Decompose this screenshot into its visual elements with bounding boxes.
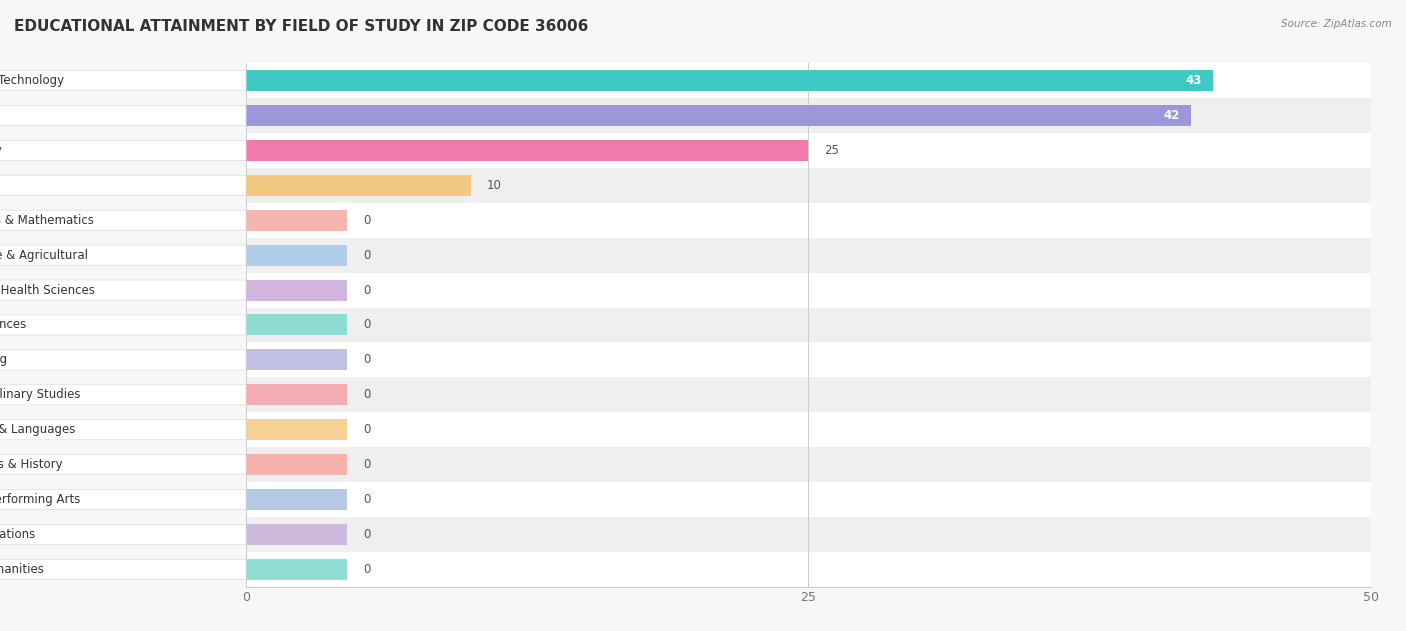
- Text: 10: 10: [486, 179, 502, 192]
- Bar: [246, 238, 1371, 273]
- Bar: [246, 377, 1371, 412]
- Bar: [246, 133, 1371, 168]
- Bar: [246, 168, 1371, 203]
- Bar: [246, 517, 1371, 552]
- Text: Psychology: Psychology: [0, 144, 3, 157]
- Bar: [246, 384, 347, 405]
- Text: 42: 42: [1163, 109, 1180, 122]
- Text: Computers & Mathematics: Computers & Mathematics: [0, 214, 94, 227]
- FancyBboxPatch shape: [0, 315, 246, 335]
- FancyBboxPatch shape: [0, 559, 246, 579]
- Text: Science & Technology: Science & Technology: [0, 74, 65, 87]
- Bar: [246, 307, 1371, 343]
- Bar: [246, 105, 1191, 126]
- Bar: [246, 524, 347, 545]
- Text: 0: 0: [363, 214, 370, 227]
- Bar: [246, 419, 347, 440]
- Text: Arts & Humanities: Arts & Humanities: [0, 563, 45, 576]
- Bar: [246, 63, 1371, 98]
- FancyBboxPatch shape: [0, 105, 246, 126]
- Text: Source: ZipAtlas.com: Source: ZipAtlas.com: [1281, 19, 1392, 29]
- FancyBboxPatch shape: [0, 280, 246, 300]
- Bar: [246, 559, 347, 580]
- Bar: [246, 489, 347, 510]
- Text: 0: 0: [363, 388, 370, 401]
- FancyBboxPatch shape: [0, 490, 246, 510]
- Bar: [246, 412, 1371, 447]
- Text: Physical & Health Sciences: Physical & Health Sciences: [0, 283, 96, 297]
- Bar: [246, 98, 1371, 133]
- Bar: [246, 343, 1371, 377]
- Text: 25: 25: [824, 144, 839, 157]
- Text: 0: 0: [363, 319, 370, 331]
- FancyBboxPatch shape: [0, 454, 246, 475]
- Bar: [246, 273, 1371, 307]
- Text: 0: 0: [363, 458, 370, 471]
- FancyBboxPatch shape: [0, 245, 246, 265]
- Text: Multidisciplinary Studies: Multidisciplinary Studies: [0, 388, 82, 401]
- Text: Visual & Performing Arts: Visual & Performing Arts: [0, 493, 80, 506]
- FancyBboxPatch shape: [0, 385, 246, 405]
- Bar: [246, 245, 347, 266]
- Text: 0: 0: [363, 563, 370, 576]
- Bar: [246, 552, 1371, 587]
- Bar: [246, 454, 347, 475]
- Text: Literature & Languages: Literature & Languages: [0, 423, 76, 436]
- Text: Communications: Communications: [0, 528, 35, 541]
- Text: 43: 43: [1185, 74, 1202, 87]
- Text: 0: 0: [363, 423, 370, 436]
- FancyBboxPatch shape: [0, 420, 246, 440]
- Text: Bio, Nature & Agricultural: Bio, Nature & Agricultural: [0, 249, 89, 262]
- Text: Engineering: Engineering: [0, 353, 7, 367]
- Bar: [246, 314, 347, 336]
- FancyBboxPatch shape: [0, 71, 246, 91]
- Bar: [246, 280, 347, 300]
- Bar: [246, 209, 347, 231]
- Bar: [246, 70, 1213, 91]
- Text: 0: 0: [363, 249, 370, 262]
- Bar: [246, 447, 1371, 482]
- FancyBboxPatch shape: [0, 140, 246, 160]
- Bar: [246, 482, 1371, 517]
- Text: Liberal Arts & History: Liberal Arts & History: [0, 458, 63, 471]
- Text: 0: 0: [363, 528, 370, 541]
- FancyBboxPatch shape: [0, 524, 246, 545]
- Text: 0: 0: [363, 353, 370, 367]
- Bar: [246, 203, 1371, 238]
- Text: 0: 0: [363, 283, 370, 297]
- Bar: [246, 175, 471, 196]
- Text: EDUCATIONAL ATTAINMENT BY FIELD OF STUDY IN ZIP CODE 36006: EDUCATIONAL ATTAINMENT BY FIELD OF STUDY…: [14, 19, 589, 34]
- Text: Social Sciences: Social Sciences: [0, 319, 27, 331]
- Bar: [246, 140, 808, 161]
- Bar: [246, 350, 347, 370]
- FancyBboxPatch shape: [0, 175, 246, 196]
- FancyBboxPatch shape: [0, 350, 246, 370]
- Text: 0: 0: [363, 493, 370, 506]
- FancyBboxPatch shape: [0, 210, 246, 230]
